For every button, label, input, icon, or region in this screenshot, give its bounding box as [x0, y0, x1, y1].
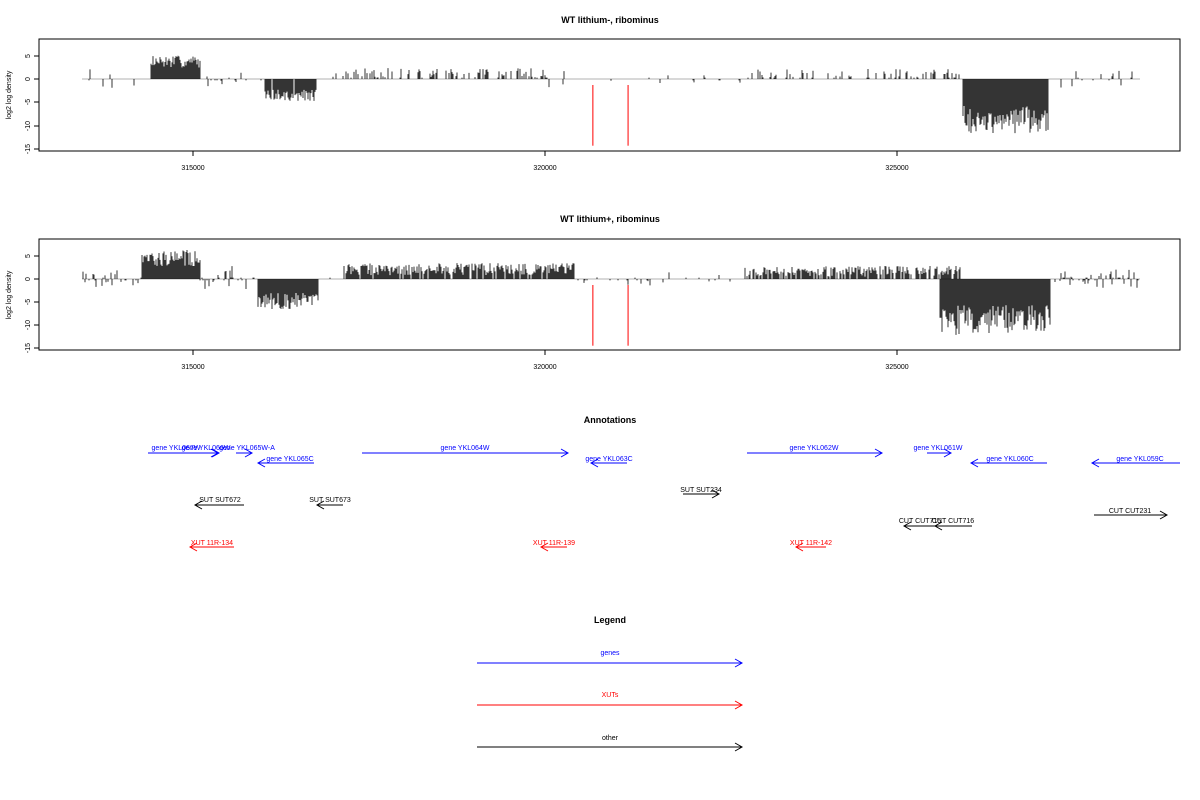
panel-1-red-markers: [592, 85, 629, 146]
panel-1-bars: [88, 55, 1133, 134]
legend-label: XUTs: [602, 692, 619, 699]
legend-label: other: [602, 735, 619, 742]
panel-1-ytick-label: -10: [25, 121, 32, 131]
annotation-arrow-head: [1159, 510, 1169, 520]
gene-label: gene YKL067W: [152, 445, 201, 452]
xut-label: XUT 11R-139: [533, 540, 575, 547]
panel-2-y-ticks: -15 -10 -5 0 5: [25, 254, 39, 353]
panel-1-ytick-label: -5: [25, 99, 32, 105]
gene-label: gene YKL062W: [790, 445, 839, 452]
panel-2-red-markers: [592, 285, 629, 346]
panel-2-x-ticks: 315000 320000 325000: [181, 350, 909, 371]
annotation-arrow-head: [734, 742, 744, 752]
gene-annotation: gene YKL059C: [1090, 456, 1180, 468]
annotation-arrow-head: [794, 542, 804, 552]
panel-2-xtick-label: 315000: [181, 364, 204, 371]
gene-annotation: gene YKL066W: [178, 445, 231, 458]
panel-2-ytick-label: -15: [25, 343, 32, 353]
annotation-arrow-head: [244, 448, 254, 458]
legend: Legend genes XUTs other: [477, 615, 744, 752]
annotations: Annotations gene YKL067W gene YKL066W ge…: [148, 415, 1180, 552]
panel-2-xtick-label: 320000: [533, 364, 556, 371]
xut-label: XUT 11R-134: [191, 540, 233, 547]
annotation-arrow-head: [902, 521, 912, 531]
annotation-arrow-head: [969, 458, 979, 468]
panel-1-ytick-label: 0: [25, 77, 32, 81]
panel-1-xtick-label: 320000: [533, 165, 556, 172]
annotation-arrow-head: [943, 448, 953, 458]
annotation-arrow-head: [256, 458, 266, 468]
gene-label: gene YKL061W: [914, 445, 963, 452]
panel-2-ytick-label: 5: [25, 254, 32, 258]
gene-label: gene YKL066W: [182, 445, 231, 452]
annotation-arrow-head: [211, 448, 221, 458]
other-label: SUT SUT234: [680, 487, 722, 494]
annotation-arrow-head: [315, 500, 325, 510]
annotations-title: Annotations: [584, 415, 637, 425]
xut-annotation: XUT 11R-134: [188, 540, 234, 552]
panel-2-ytick-label: 0: [25, 277, 32, 281]
gene-annotation: gene YKL063C: [585, 456, 633, 468]
gene-label: gene YKL059C: [1116, 456, 1163, 463]
annotation-arrow-head: [560, 448, 570, 458]
annotation-arrow-head: [711, 489, 721, 499]
legend-item-xuts: XUTs: [477, 692, 744, 710]
gene-annotation: gene YKL064W: [362, 445, 570, 458]
legend-label: genes: [600, 650, 620, 657]
gene-annotation: gene YKL062W: [747, 445, 884, 458]
gene-label: gene YKL060C: [986, 456, 1033, 463]
gene-annotation: gene YKL060C: [969, 456, 1047, 468]
panel-2-title: WT lithium+, ribominus: [560, 214, 660, 224]
gene-annotation: gene YKL065W-A: [219, 445, 275, 458]
gene-label: gene YKL065W-A: [219, 445, 275, 452]
annotation-arrow-head: [933, 521, 943, 531]
panel-2-xtick-label: 325000: [885, 364, 908, 371]
other-label: CUT CUT231: [1109, 508, 1151, 515]
other-label: SUT SUT672: [199, 497, 241, 504]
other-annotation: CUT CUT231: [1094, 508, 1169, 520]
annotation-arrow-head: [193, 500, 203, 510]
other-annotation: SUT SUT234: [680, 487, 722, 499]
other-annotation: CUT CUT716: [932, 518, 974, 531]
panel-1-ylabel: log2 log density: [6, 70, 13, 119]
panel-2: WT lithium+, ribominus -15 -10 -5 0 5 lo…: [6, 214, 1181, 371]
annotation-arrow-head: [589, 458, 599, 468]
legend-item-other: other: [477, 735, 744, 752]
panel-1-y-ticks: -15 -10 -5 0 5: [25, 54, 39, 154]
gene-label: gene YKL063C: [585, 456, 632, 463]
panel-2-ytick-label: -5: [25, 299, 32, 305]
annotation-arrow-head: [734, 700, 744, 710]
annotation-arrow-head: [874, 448, 884, 458]
other-annotation: SUT SUT672: [193, 497, 244, 510]
other-label: SUT SUT673: [309, 497, 351, 504]
other-annotation: SUT SUT673: [309, 497, 351, 510]
annotation-arrow-head: [539, 542, 549, 552]
panel-2-ytick-label: -10: [25, 320, 32, 330]
panel-2-bars: [82, 250, 1139, 335]
legend-item-genes: genes: [477, 650, 744, 668]
panel-1-ytick-label: -15: [25, 144, 32, 154]
gene-annotation: gene YKL065C: [256, 456, 314, 468]
gene-annotation: gene YKL061W: [914, 445, 963, 458]
panel-2-ylabel: log2 log density: [6, 270, 13, 319]
gene-label: gene YKL065C: [266, 456, 313, 463]
annotation-arrow-head: [734, 658, 744, 668]
legend-title: Legend: [594, 615, 626, 625]
annotation-arrow-head: [1090, 458, 1100, 468]
annotation-arrow-head: [188, 542, 198, 552]
panel-1-ytick-label: 5: [25, 54, 32, 58]
panel-1-xtick-label: 325000: [885, 165, 908, 172]
gene-label: gene YKL064W: [441, 445, 490, 452]
panel-1: WT lithium-, ribominus -15 -10 -5 0 5 lo…: [6, 15, 1181, 172]
xut-label: XUT 11R-142: [790, 540, 832, 547]
xut-annotation: XUT 11R-139: [533, 540, 575, 552]
panel-1-x-ticks: 315000 320000 325000: [181, 151, 909, 172]
panel-1-xtick-label: 315000: [181, 165, 204, 172]
other-label: CUT CUT716: [932, 518, 974, 525]
other-label: CUT CUT715: [899, 518, 941, 525]
panel-1-title: WT lithium-, ribominus: [561, 15, 659, 25]
xut-annotation: XUT 11R-142: [790, 540, 832, 552]
